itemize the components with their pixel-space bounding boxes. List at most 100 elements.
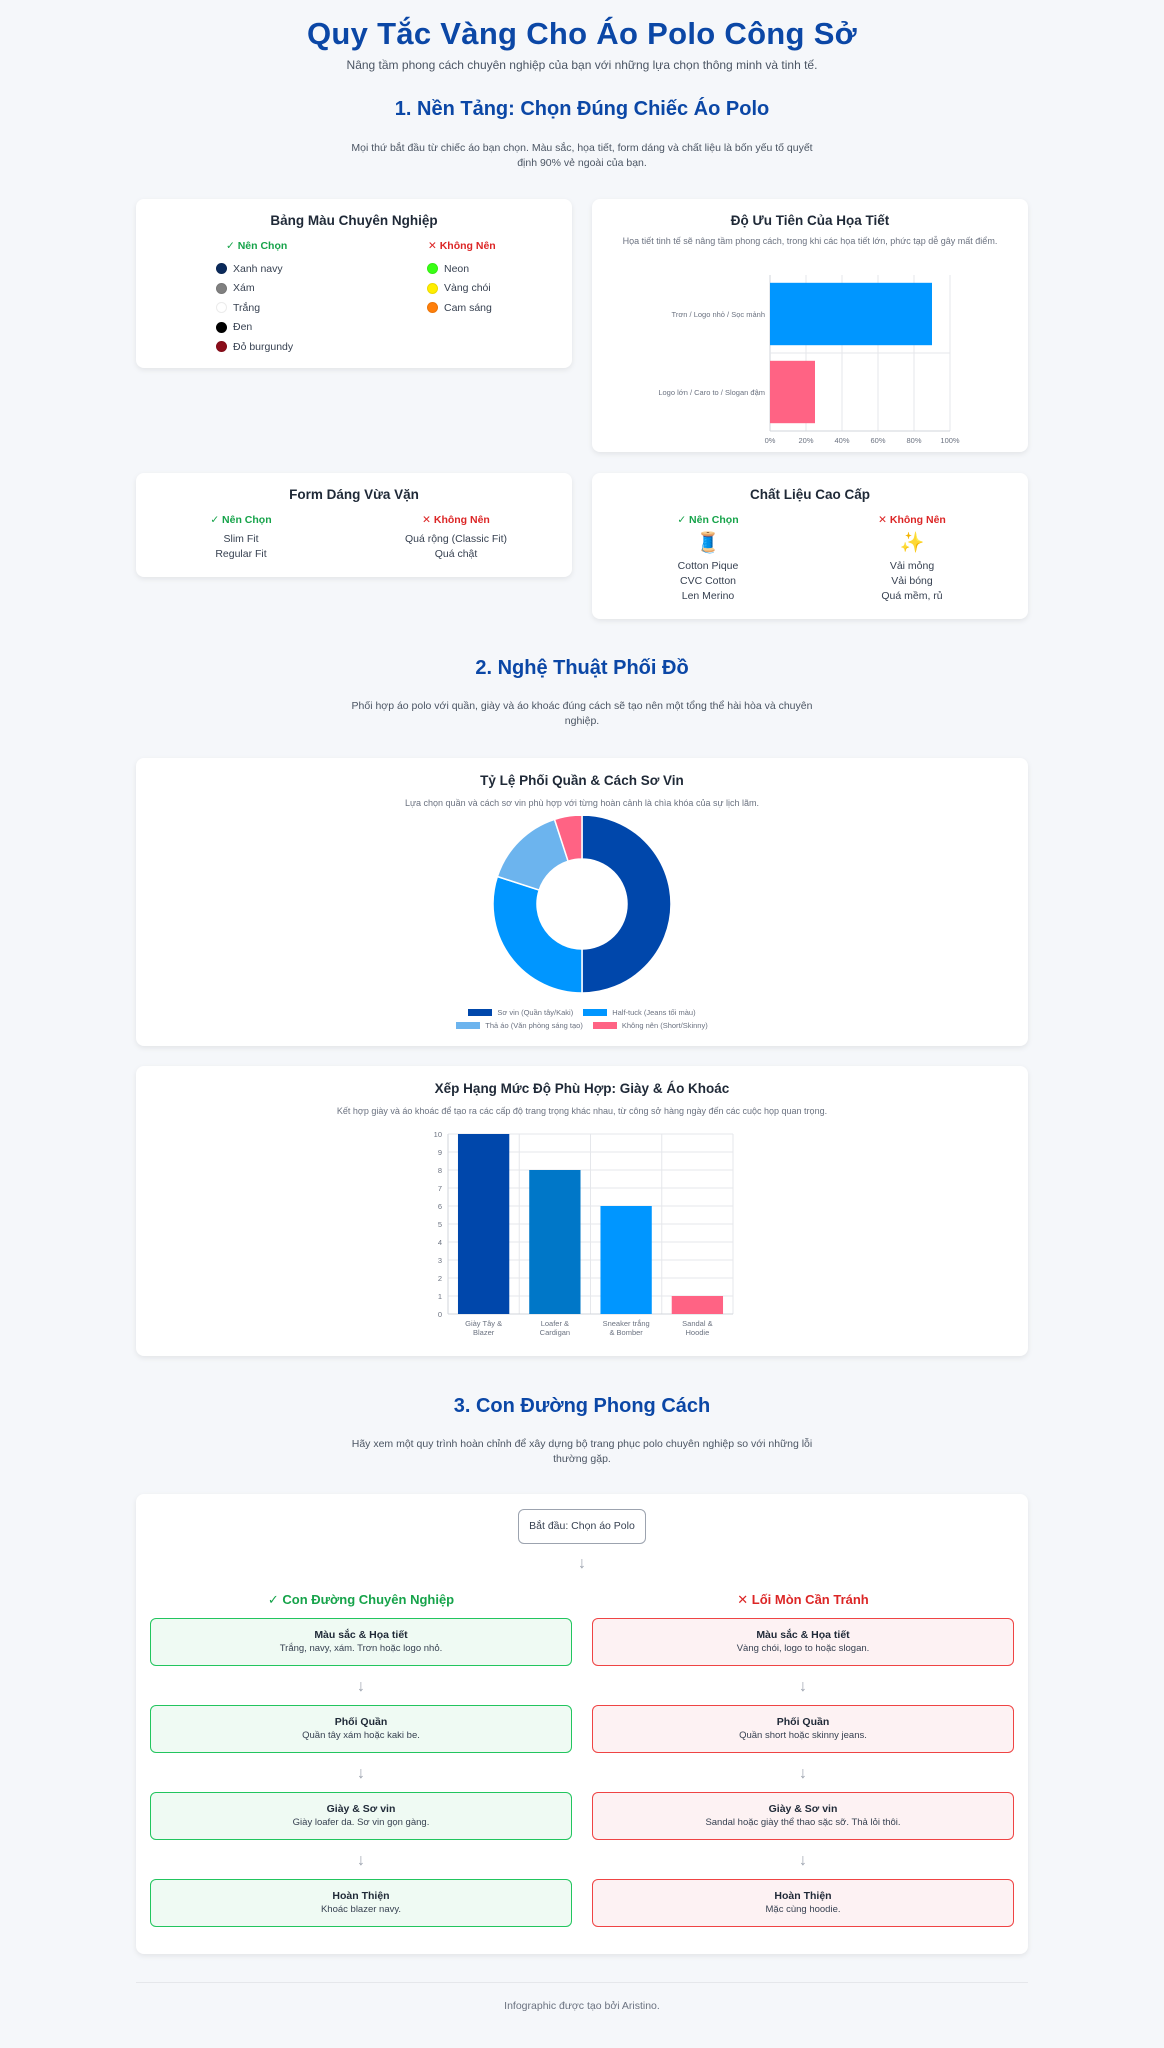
donut-card-desc: Lựa chọn quần và cách sơ vin phù hợp với… xyxy=(405,798,759,808)
step-desc: Giày loafer da. Sơ vin gọn gàng. xyxy=(292,1817,430,1828)
no-swatch-row: Vàng chói xyxy=(427,279,492,299)
material-no-item: Vải mỏng xyxy=(889,560,935,572)
y-tick-label: 1 xyxy=(438,1292,442,1301)
x-tick-label-line: Sneaker trắng xyxy=(603,1319,650,1328)
section1-desc: Mọi thứ bắt đầu từ chiếc áo bạn chọn. Mà… xyxy=(351,142,813,169)
legend-item: Half-tuck (Jeans tối màu) xyxy=(583,1008,696,1017)
bad-step-box: Phối Quần Quần short hoặc skinny jeans. xyxy=(592,1705,1014,1753)
legend-swatch xyxy=(583,1009,608,1016)
y-tick-label: Trơn / Logo nhỏ / Sọc mảnh xyxy=(672,310,765,319)
colors-no-label: ✕ Không Nên xyxy=(428,240,496,252)
y-tick-label: 3 xyxy=(438,1256,442,1265)
y-tick-label: 10 xyxy=(434,1130,442,1139)
x-tick-label: Loafer & Cardigan xyxy=(540,1319,570,1337)
donut-slice xyxy=(492,875,583,994)
donut-card-title: Tỷ Lệ Phối Quần & Cách Sơ Vin xyxy=(480,773,684,788)
ranking-bar xyxy=(457,1134,510,1314)
arrow-down-icon: ↓ xyxy=(357,1678,365,1695)
step-title: Phối Quần xyxy=(776,1716,830,1728)
thread-icon: 🧵 xyxy=(695,532,721,554)
y-tick-label: 2 xyxy=(438,1274,442,1283)
y-tick-label: 9 xyxy=(438,1148,442,1157)
arrow-down-icon: ↓ xyxy=(578,1555,586,1572)
legend-item: Không nên (Short/Skinny) xyxy=(592,1021,708,1030)
fit-yes-label: ✓ Nên Chọn xyxy=(210,514,272,526)
arrow-down-icon: ↓ xyxy=(357,1765,365,1782)
step-desc: Quần tây xám hoặc kaki be. xyxy=(302,1730,420,1741)
ranking-card-desc: Kết hợp giày và áo khoác để tạo ra các c… xyxy=(336,1106,828,1116)
color-dot-icon xyxy=(216,282,227,294)
ranking-bar xyxy=(529,1170,581,1314)
donut-slice xyxy=(581,816,672,994)
x-tick-label: 80% xyxy=(906,436,921,445)
color-dot-icon xyxy=(427,263,438,275)
ranking-card: Xếp Hạng Mức Độ Phù Hợp: Giày & Áo Khoác… xyxy=(136,1066,1028,1356)
pattern-bar-chart: 0% 20% 40% 60% 80% 100% Trơn / Logo nhỏ / Sọc … xyxy=(658,275,960,445)
fit-yes-item: Regular Fit xyxy=(215,548,267,560)
y-tick-label: Logo lớn / Caro to / Slogan đậm xyxy=(658,388,765,397)
good-step-box: Giày & Sơ vin Giày loafer da. Sơ vin gọn … xyxy=(150,1792,572,1840)
good-path-title: ✓ Con Đường Chuyên Nghiệp xyxy=(267,1592,455,1607)
arrow-down-icon: ↓ xyxy=(799,1678,807,1695)
material-no-item: Vải bóng xyxy=(891,575,933,587)
yes-swatch-row: Đen xyxy=(216,318,293,338)
ranking-bar xyxy=(600,1206,652,1314)
step-title: Giày & Sơ vin xyxy=(326,1803,396,1815)
legend-swatch xyxy=(456,1022,481,1029)
x-tick-label: 20% xyxy=(798,436,813,445)
colors-card-title: Bảng Màu Chuyên Nghiệp xyxy=(270,213,438,228)
step-desc: Khoác blazer navy. xyxy=(320,1904,402,1915)
colors-yes-list: Xanh navy Xám Trắng Đen Đỏ burgundy xyxy=(216,259,293,357)
arrow-down-icon: ↓ xyxy=(357,1852,365,1869)
pattern-card-desc: Họa tiết tinh tế sẽ nâng tầm phong cách,… xyxy=(622,236,998,246)
material-yes-item: Len Merino xyxy=(681,590,735,602)
step-desc: Mặc cùng hoodie. xyxy=(765,1904,841,1915)
x-tick-label: Sandal & Hoodie xyxy=(682,1319,712,1337)
x-tick-label-line: Blazer xyxy=(473,1328,495,1337)
color-dot-icon xyxy=(427,282,438,294)
fit-card-title: Form Dáng Vừa Vặn xyxy=(289,487,419,502)
donut-chart xyxy=(492,816,672,994)
step-title: Hoàn Thiện xyxy=(774,1890,832,1902)
x-tick-label: 0% xyxy=(765,436,776,445)
color-dot-icon xyxy=(216,263,227,275)
color-name: Trắng xyxy=(233,301,261,314)
y-tick-label: 0 xyxy=(438,1310,442,1319)
fit-no-label: ✕ Không Nên xyxy=(422,514,490,526)
material-yes-item: CVC Cotton xyxy=(679,575,737,587)
y-tick-label: 6 xyxy=(438,1202,442,1211)
step-title: Hoàn Thiện xyxy=(332,1890,390,1902)
x-tick-label-line: Hoodie xyxy=(685,1328,709,1337)
bad-path-title: ✕ Lối Mòn Cần Tránh xyxy=(737,1592,869,1607)
section1-title: 1. Nền Tảng: Chọn Đúng Chiếc Áo Polo xyxy=(394,98,770,120)
legend-item: Sơ vin (Quần tây/Kaki) xyxy=(468,1008,573,1017)
fit-no-list: Quá rộng (Classic Fit) Quá chật xyxy=(326,532,586,562)
section2-desc: Phối hợp áo polo với quần, giày và áo kh… xyxy=(351,700,813,727)
color-name: Đỏ burgundy xyxy=(233,340,294,353)
step-desc: Trắng, navy, xám. Trơn hoặc logo nhỏ. xyxy=(279,1643,443,1654)
legend-label: Không nên (Short/Skinny) xyxy=(621,1021,708,1030)
pattern-card-title: Độ Ưu Tiên Của Họa Tiết xyxy=(730,213,890,228)
x-tick-label-line: Sandal & xyxy=(682,1319,712,1328)
bad-step-box: Hoàn Thiện Mặc cùng hoodie. xyxy=(592,1879,1014,1927)
x-tick-label-line: & Bomber xyxy=(609,1328,643,1337)
material-yes-item: Cotton Pique xyxy=(677,560,739,572)
fit-card: Form Dáng Vừa Vặn ✓ Nên Chọn Slim Fit Reg… xyxy=(136,473,572,577)
color-dot-icon xyxy=(216,302,227,314)
color-dot-icon xyxy=(427,302,438,314)
material-card-title: Chất Liệu Cao Cấp xyxy=(749,487,870,502)
sparkle-icon: ✨ xyxy=(899,532,925,554)
pattern-card: Độ Ưu Tiên Của Họa Tiết Họa tiết tinh tế… xyxy=(592,199,1028,452)
pattern-bar xyxy=(770,282,932,346)
bad-step-box: Màu sắc & Họa tiết Vàng chói, logo to hoặ… xyxy=(592,1618,1014,1666)
step-title: Màu sắc & Họa tiết xyxy=(314,1629,408,1641)
fit-no-item: Quá chật xyxy=(434,548,478,560)
y-tick-label: 5 xyxy=(438,1220,442,1229)
colors-yes-label: ✓ Nên Chọn xyxy=(226,240,288,252)
color-name: Xanh navy xyxy=(233,262,283,275)
x-tick-label: Giày Tây & Blazer xyxy=(465,1319,502,1337)
color-dot-icon xyxy=(216,321,227,333)
legend-row: Thả áo (Văn phòng sáng tạo) Không nên (Sh… xyxy=(136,1016,1028,1030)
y-tick-label: 8 xyxy=(438,1166,442,1175)
